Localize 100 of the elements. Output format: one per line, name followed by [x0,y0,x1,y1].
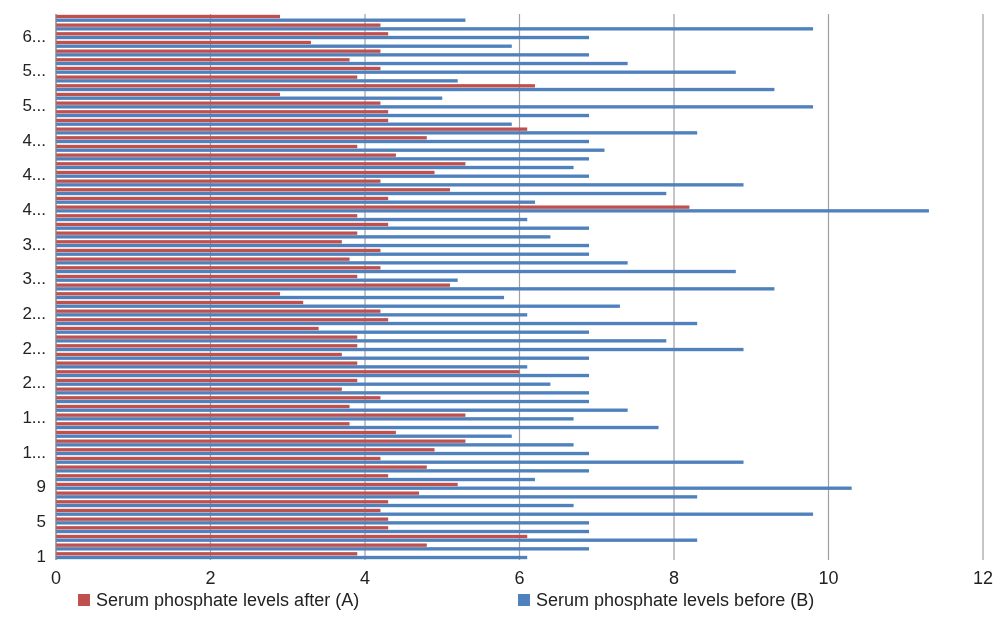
y-tick-label: 4... [22,165,46,185]
bar [56,313,528,317]
bar [56,105,814,109]
bar [56,240,342,244]
bar [56,261,628,265]
bar [56,235,551,239]
bar [56,339,667,343]
bar [56,347,744,352]
bar [56,309,381,313]
bar [56,391,590,395]
bar [56,491,420,495]
bar [56,439,466,443]
bar [56,330,590,334]
bar [56,443,574,447]
bar [56,365,528,369]
bar [56,304,620,308]
x-tick-label: 0 [50,568,62,588]
bar [56,538,698,542]
bar [56,408,628,412]
bar [56,517,389,521]
bar [56,269,736,274]
bar [56,469,590,473]
bar [56,370,520,374]
bar [56,70,736,74]
bar [56,422,350,426]
legend-label: Serum phosphate levels after (A) [96,590,360,610]
bar [56,495,698,499]
y-tick-label: 3... [22,234,46,254]
bar [56,23,381,27]
bar [56,425,659,430]
y-tick-label: 5... [22,61,46,81]
x-tick-label: 2 [205,568,216,588]
x-tick-label: 8 [668,568,680,588]
bar [56,101,381,105]
bar [56,75,358,79]
bar [56,139,590,144]
bar [56,326,319,331]
bar [56,200,535,204]
bar [56,122,512,126]
legend-label: Serum phosphate levels before (B) [536,590,815,610]
x-tick-label: 4 [359,568,371,588]
bar [56,387,342,391]
x-tick-label: 6 [514,568,525,588]
y-tick-label: 2... [22,373,46,393]
bar [56,448,435,452]
bar [56,153,396,157]
bar [56,113,590,118]
bar [56,49,381,53]
bar [56,321,698,326]
bar [56,191,667,196]
bar [56,486,852,490]
bar [56,534,528,539]
bar [56,209,929,213]
bar [56,465,427,469]
bar [56,434,512,438]
y-tick-label: 1... [22,442,46,462]
y-tick-label: 2... [22,304,46,323]
bar [56,295,505,300]
bar [56,157,590,161]
bar [56,174,590,178]
bar [56,44,512,48]
bar [56,205,690,209]
bar [56,399,590,404]
y-tick-label: 2... [22,338,46,358]
bar [56,87,775,92]
bar [56,27,814,31]
bar [56,231,358,235]
bar [56,278,458,282]
bar [56,451,590,456]
bar [56,521,590,525]
bar [56,547,590,551]
bar [56,257,350,261]
bar [56,243,590,248]
bar [56,252,590,256]
y-tick-label: 1 [36,546,46,566]
bar [56,131,698,135]
y-tick-label: 4... [22,200,46,219]
bar [56,352,342,357]
bar [56,165,574,170]
bar [56,512,814,516]
x-tick-label: 10 [818,568,839,588]
bar [56,555,528,560]
bar [56,287,775,291]
bar [56,148,605,152]
bar [56,127,528,131]
bar [56,529,590,534]
y-tick-label: 5 [36,512,46,531]
bar [56,79,458,83]
bar [56,373,590,378]
bar [56,35,590,40]
bar [56,170,435,175]
bar [56,503,574,508]
bar [56,477,535,482]
y-tick-label: 5... [22,96,46,115]
y-tick-label: 9 [36,477,46,497]
y-tick-label: 1... [22,408,46,427]
bar [56,543,427,547]
bar [56,335,358,339]
bar [56,61,628,66]
bar [56,417,574,421]
